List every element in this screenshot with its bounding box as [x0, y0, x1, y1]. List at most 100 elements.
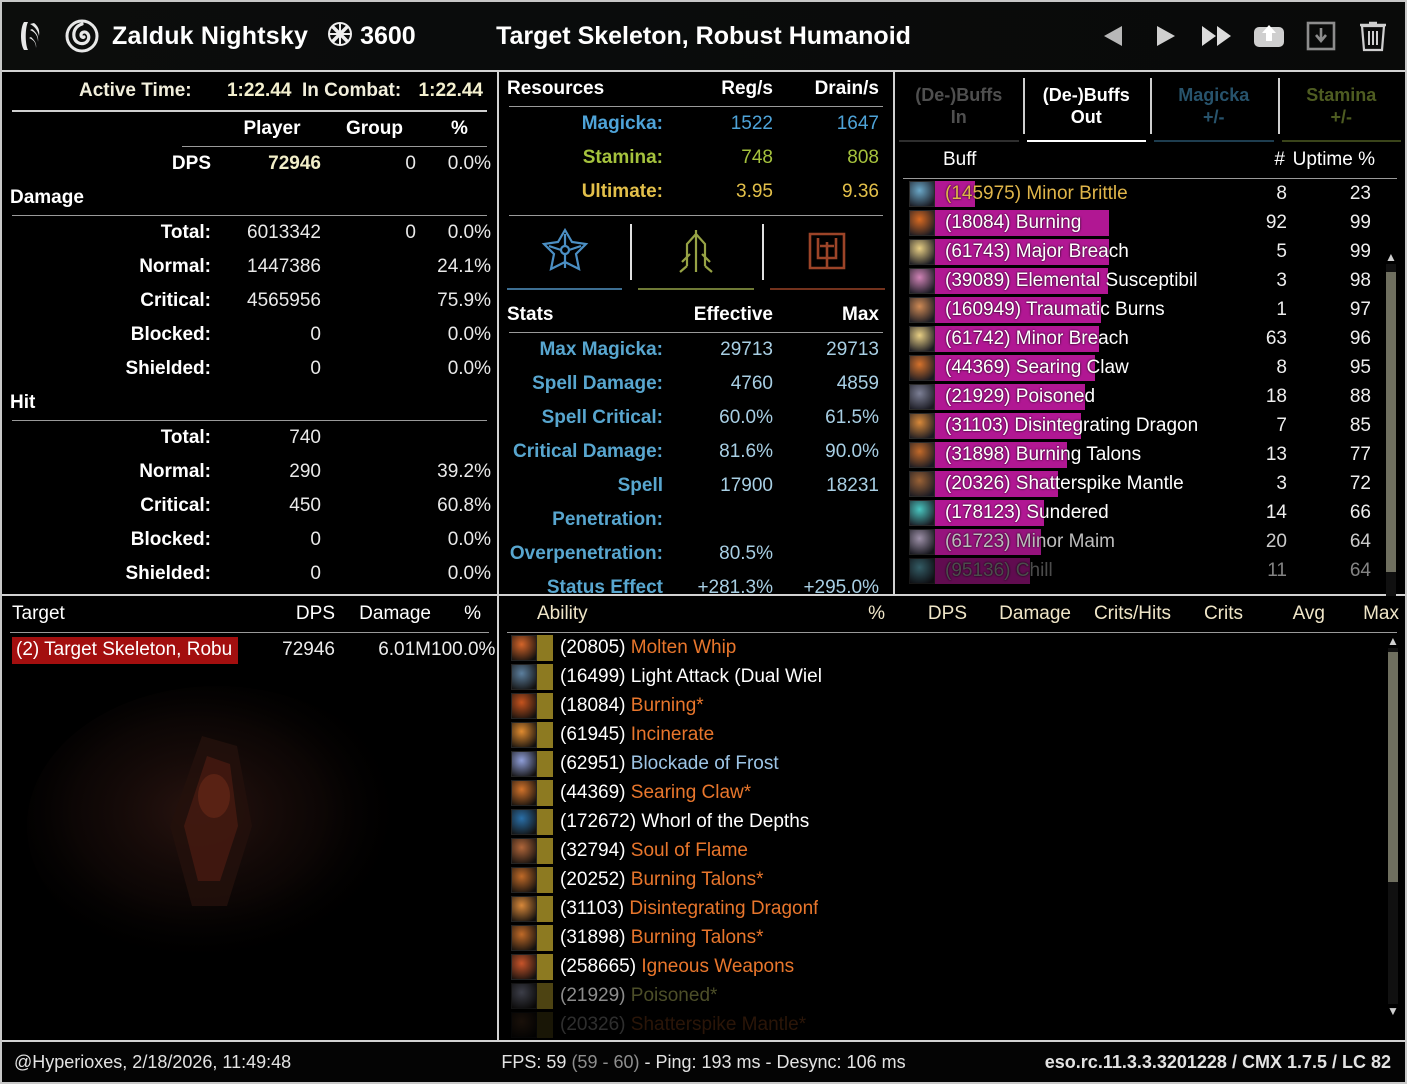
buff-row[interactable]: (20326) Shatterspike Mantle 3 72 [895, 469, 1405, 498]
ability-row[interactable]: (62951) Blockade of Frost 6.8% 4983 410738 4… [499, 749, 1405, 778]
tab-stamina-[interactable]: Stamina +/- [1277, 72, 1406, 140]
player-stats-grid: Player Group % [2, 112, 497, 146]
ability-row[interactable]: (16499) Light Attack (Dual Wiel 10.7% 7784… [499, 662, 1405, 691]
ability-row[interactable]: (32794) Soul of Flame 5.0% 3650 300916 6/11 5… [499, 836, 1405, 865]
play-button[interactable] [1147, 16, 1183, 56]
magicka-bar-icon[interactable] [499, 216, 630, 288]
ability-row[interactable]: (258665) Igneous Weapons 3.1% 2264 186594 28… [499, 952, 1405, 981]
buff-count: 11 [1267, 559, 1287, 581]
buff-row[interactable]: (160949) Traumatic Burns 1 97 [895, 295, 1405, 324]
buffs-list[interactable]: (145975) Minor Brittle 8 23 (18084) Burning… [895, 179, 1405, 585]
buff-row[interactable]: (31898) Burning Talons 13 77 [895, 440, 1405, 469]
ability-crits-hits: 29/51 [1123, 984, 1171, 1006]
ability-label: Molten Whip [630, 636, 737, 658]
ability-avg: 10397 [1272, 810, 1325, 832]
row-label: Normal: [139, 256, 211, 277]
damage-share-bar [537, 779, 553, 806]
delete-button[interactable] [1355, 16, 1391, 56]
table-row[interactable]: (2) Target Skeleton, Robu 72946 6.01M 100.0… [2, 633, 497, 667]
ability-icon [511, 634, 537, 661]
ability-name: (44369) Searing Claw* [553, 782, 751, 804]
table-row: Critical: 450 60.8% [2, 489, 497, 523]
buff-row[interactable]: (39089) Elemental Susceptibil 3 98 [895, 266, 1405, 295]
ability-row[interactable]: (20252) Burning Talons* 4.3% 3125 257631 9/1… [499, 865, 1405, 894]
scroll-down-icon[interactable]: ▼ [1387, 1004, 1399, 1018]
ability-crits: 53% [1204, 752, 1243, 774]
ability-pct: 5.0% [841, 839, 885, 861]
table-row: Critical: 4565956 75.9% [2, 284, 497, 318]
ability-name: (62951) Blockade of Frost [553, 753, 779, 775]
damage-share-bar [537, 634, 553, 661]
row-pct: 0.0% [447, 358, 491, 379]
buff-name-cell: (61723) Minor Maim [935, 528, 1219, 555]
scrollbar-thumb[interactable] [1388, 652, 1398, 882]
buff-row[interactable]: (61742) Minor Breach 63 96 [895, 324, 1405, 353]
ability-icon [511, 953, 537, 980]
ability-label: Igneous Weapons [641, 955, 795, 977]
row-group [327, 489, 422, 523]
export-button[interactable] [1251, 16, 1287, 56]
stat-max: 90.0% [825, 441, 879, 462]
ability-row[interactable]: (21929) Poisoned* 2.9% 2150 177264 29/51 57% 3… [499, 981, 1405, 1010]
tab-magicka-[interactable]: Magicka +/- [1150, 72, 1278, 140]
scrollbar-track[interactable] [1388, 648, 1398, 1004]
section-title: Damage [10, 187, 84, 208]
session-info: @Hyperioxes, 2/18/2026, 11:49:48 [14, 1051, 292, 1072]
next-fight-button[interactable] [1199, 16, 1235, 56]
scroll-up-icon[interactable]: ▲ [1387, 634, 1399, 648]
buff-label: Minor Brittle [1026, 182, 1128, 204]
target-rows[interactable]: (2) Target Skeleton, Robu 72946 6.01M 100.0… [2, 633, 497, 667]
tab-debuffs-in[interactable]: (De-)Buffs In [895, 72, 1023, 140]
ability-row[interactable]: (18084) Burning* 8.1% 5891 485620 57/100 57% 4… [499, 691, 1405, 720]
stamina-bar-icon[interactable] [630, 216, 761, 288]
buff-row[interactable]: (61723) Minor Maim 20 64 [895, 527, 1405, 556]
ability-row[interactable]: (31103) Disintegrating Dragonf 3.9% 2809 23… [499, 894, 1405, 923]
stat-label: Overpenetration: [509, 543, 663, 564]
active-time-value: 1:22.44 [226, 80, 292, 101]
target-dps: 72946 [282, 639, 335, 660]
scroll-up-icon[interactable]: ▲ [1385, 250, 1397, 264]
tab-debuffs-out[interactable]: (De-)Buffs Out [1022, 72, 1151, 140]
import-button[interactable] [1303, 16, 1339, 56]
ability-row[interactable]: (44369) Searing Claw* 6.0% 4388 361724 27/39… [499, 778, 1405, 807]
stat-label: Spell Critical: [541, 407, 663, 428]
scrollbar-track[interactable] [1386, 264, 1396, 640]
ability-row[interactable]: (172672) Whorl of the Depths 5.2% 3784 3118… [499, 807, 1405, 836]
ability-avg: 9723 [1282, 665, 1325, 687]
ability-crits-hits: 57/100 [1112, 694, 1171, 716]
buff-row[interactable]: (178123) Sundered 14 66 [895, 498, 1405, 527]
buff-name: (39089) Elemental Susceptibil [941, 270, 1197, 292]
previous-fight-button[interactable] [1095, 16, 1131, 56]
buff-row[interactable]: (95136) Chill 11 64 [895, 556, 1405, 585]
buffs-scrollbar[interactable]: ▲ ▼ [1383, 250, 1399, 653]
ability-crits: 55% [1204, 839, 1243, 861]
buff-row[interactable]: (145975) Minor Brittle 8 23 [895, 179, 1405, 208]
ability-row[interactable]: (20326) Shatterspike Mantle* 2.4% 1777 1465… [499, 1010, 1405, 1039]
buff-row[interactable]: (44369) Searing Claw 8 95 [895, 353, 1405, 382]
ability-scrollbar[interactable]: ▲ ▼ [1385, 634, 1401, 1018]
buff-uptime: 64 [1349, 530, 1371, 552]
buff-row[interactable]: (18084) Burning 92 99 [895, 208, 1405, 237]
stat-max: 4859 [836, 373, 879, 394]
buff-row[interactable]: (31103) Disintegrating Dragon 7 85 [895, 411, 1405, 440]
buff-row[interactable]: (61743) Major Breach 5 99 [895, 237, 1405, 266]
buff-label: Burning Talons [1015, 443, 1142, 465]
stat-effective: 29713 [720, 339, 773, 360]
scrollbar-thumb[interactable] [1386, 272, 1396, 572]
ability-row[interactable]: (61945) Incinerate 6.8% 4988 411169 15/19 79%… [499, 720, 1405, 749]
ability-rows[interactable]: (20805) Molten Whip 17.5% 12746 1050726 17/2… [499, 633, 1405, 1039]
dps-label: DPS [171, 153, 211, 174]
ability-crits: 67% [1204, 926, 1243, 948]
row-label: Critical: [140, 495, 211, 516]
buff-uptime: 23 [1349, 182, 1371, 204]
ability-id: (16499) [560, 665, 626, 687]
ability-row[interactable]: (20805) Molten Whip 17.5% 12746 1050726 17/2… [499, 633, 1405, 662]
buff-row[interactable]: (21929) Poisoned 18 88 [895, 382, 1405, 411]
ultimate-bar-icon[interactable] [761, 216, 893, 288]
row-player: 1447386 [247, 256, 321, 277]
ability-row[interactable]: (31898) Burning Talons* 3.8% 2807 231413 42/… [499, 923, 1405, 952]
ability-label: Poisoned* [630, 984, 718, 1006]
buff-label: Searing Claw [1015, 356, 1129, 378]
ability-icon [511, 982, 537, 1009]
buff-name-cell: (44369) Searing Claw [935, 354, 1219, 381]
